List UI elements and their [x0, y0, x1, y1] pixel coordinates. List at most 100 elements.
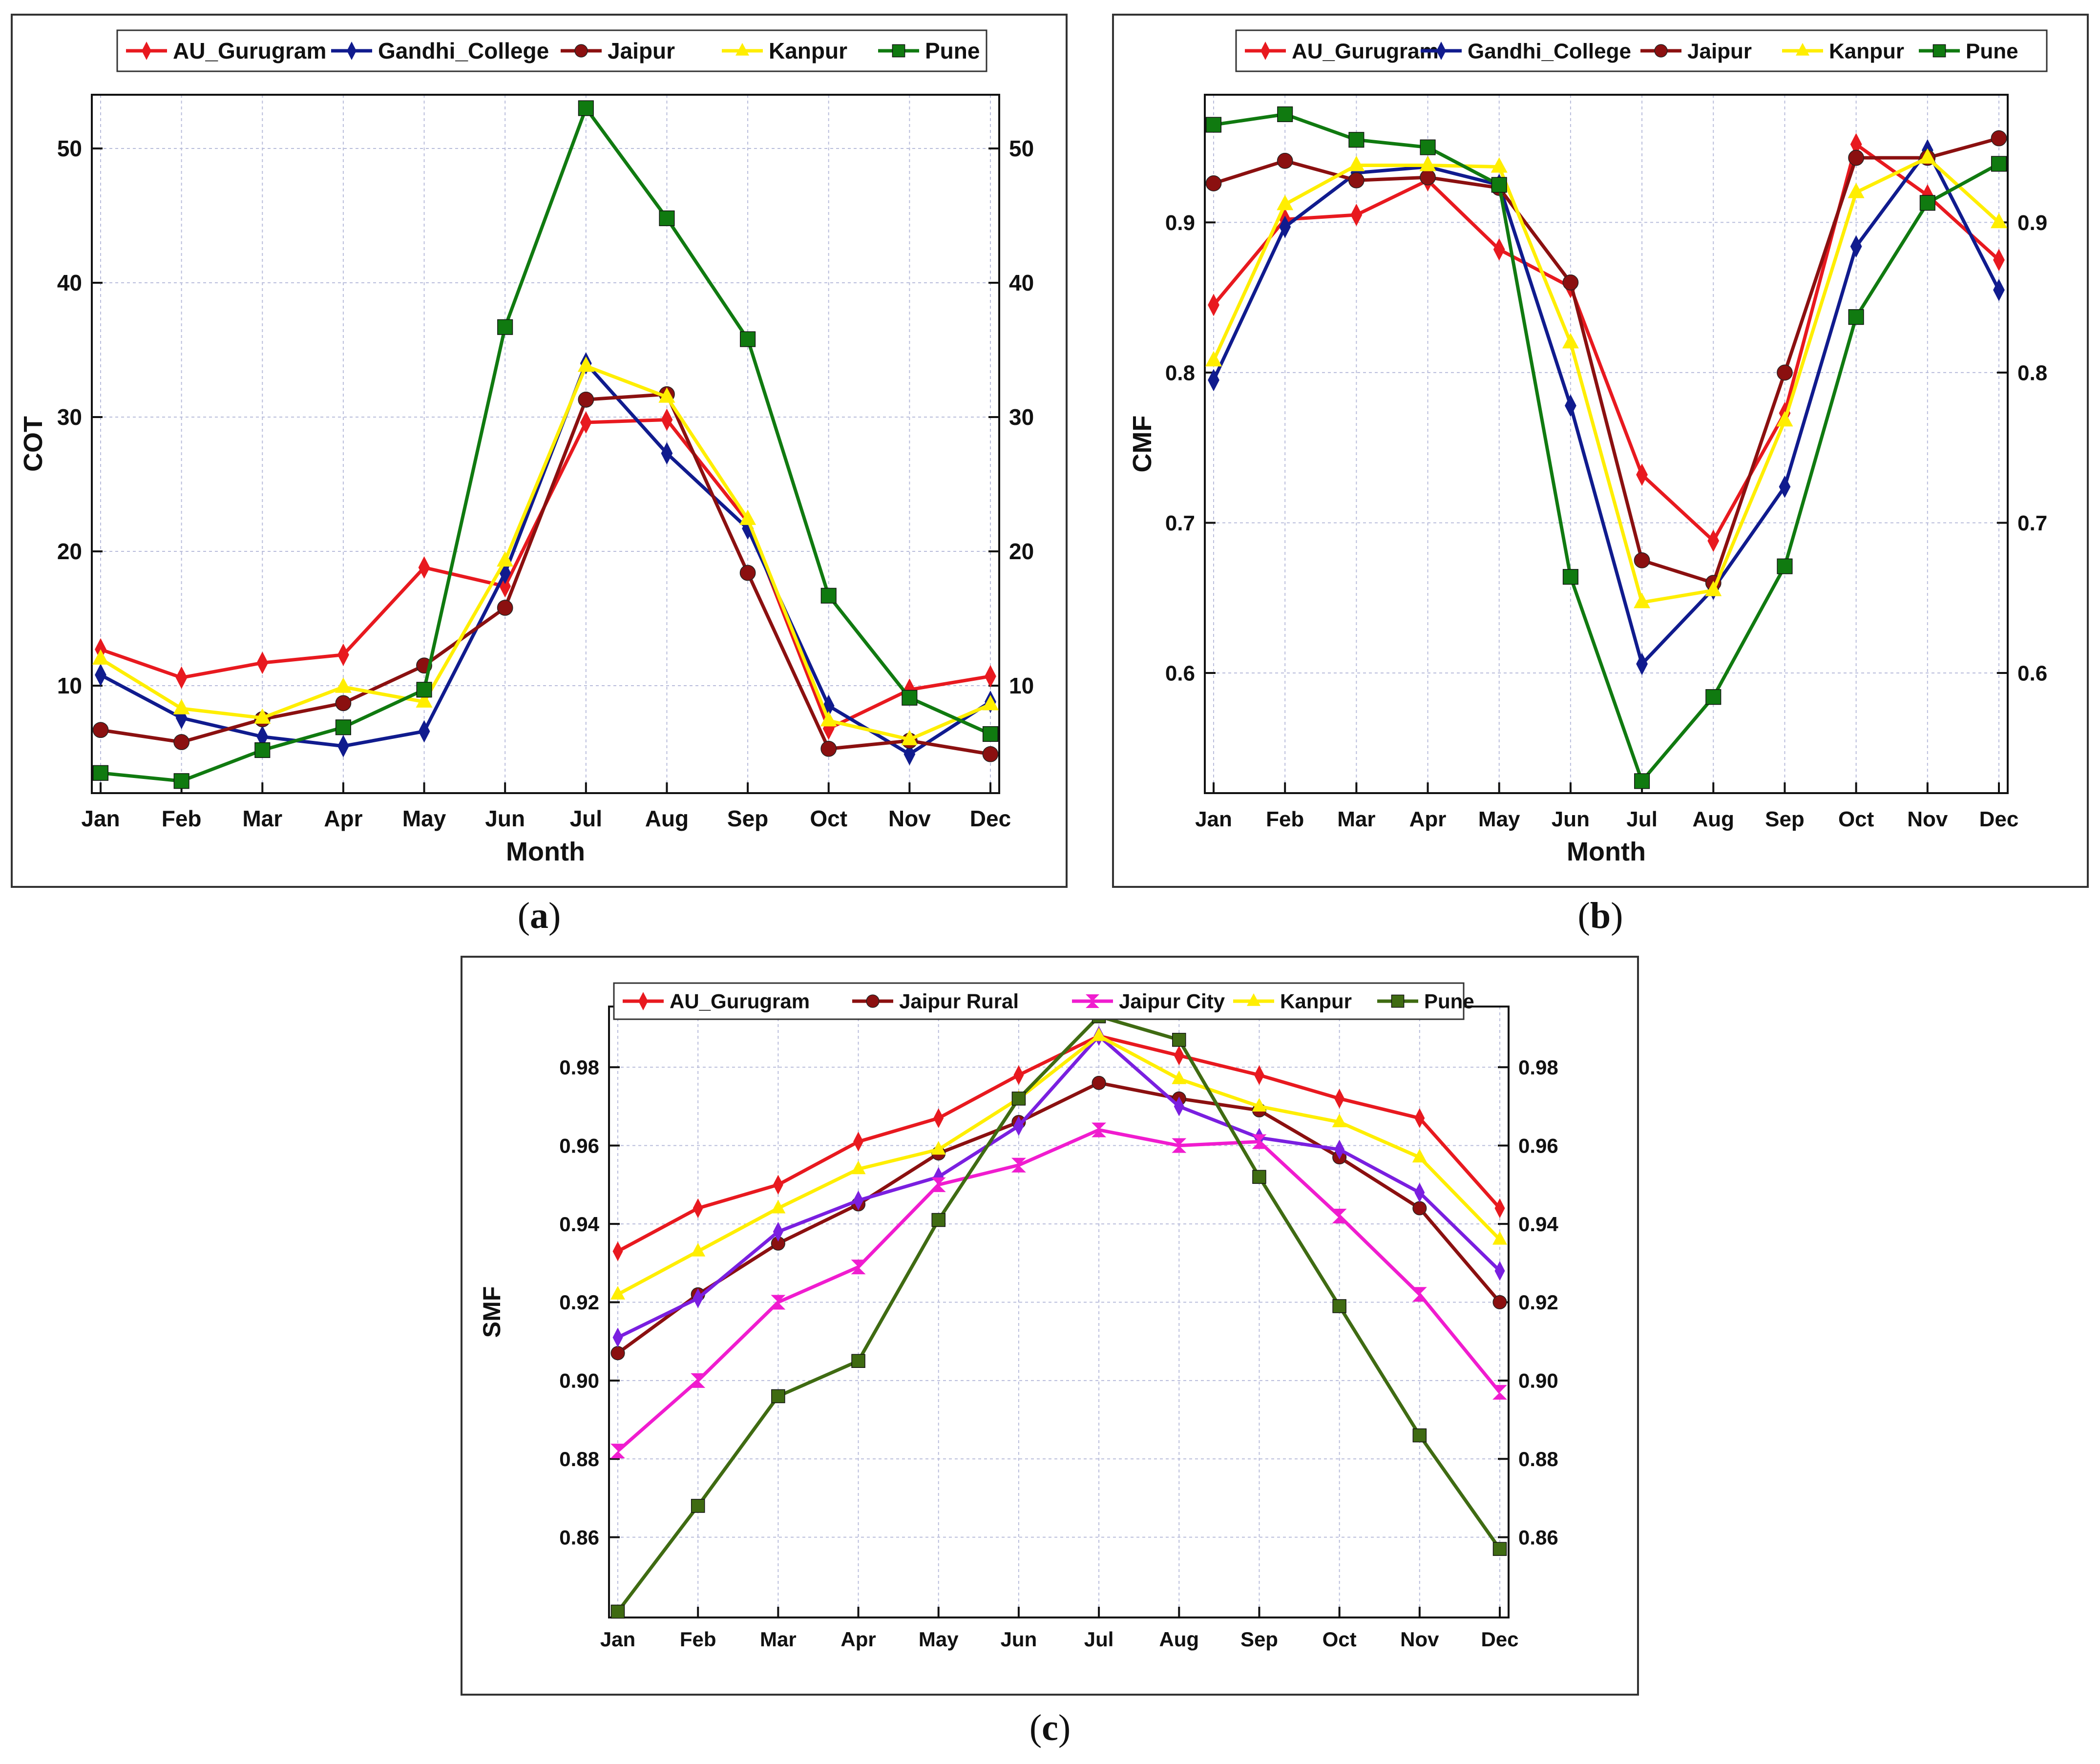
- caption-b: (b): [1577, 895, 1623, 936]
- y-tick-label-left: 0.96: [559, 1134, 599, 1157]
- chart-panel-b: 0.6 0.6 0.7 0.7 0.8 0.8 0.9 0.9 Jan Feb Mar Apr May J…: [1112, 14, 2089, 888]
- y-tick-label-left: 0.92: [559, 1291, 599, 1314]
- data-point: [1092, 1075, 1106, 1090]
- axis-ticks: 0.6 0.6 0.7 0.7 0.8 0.8 0.9 0.9 Jan Feb Mar Apr May J…: [1165, 211, 2047, 831]
- data-point: [773, 1221, 783, 1242]
- data-point: [693, 1288, 703, 1308]
- caption-a: (a): [517, 895, 561, 936]
- data-point: [92, 765, 109, 781]
- x-tick-label-mar: Mar: [1337, 807, 1375, 831]
- data-point: [95, 664, 106, 686]
- data-point: [254, 742, 271, 758]
- data-point: [1252, 1170, 1266, 1184]
- x-tick-label-jan: Jan: [81, 806, 120, 831]
- series-kanpur: [92, 356, 999, 745]
- data-point: [742, 517, 754, 540]
- series-pune: [92, 100, 999, 789]
- data-point: [1634, 552, 1650, 568]
- data-point: [1172, 1138, 1187, 1153]
- x-tick-label-aug: Aug: [1159, 1628, 1199, 1651]
- series-line: [617, 1034, 1501, 1296]
- data-point: [1777, 558, 1793, 574]
- data-point: [1348, 172, 1365, 189]
- legend-item-au-gurugram: AU_Gurugram: [126, 38, 326, 63]
- data-point: [1707, 529, 1720, 552]
- data-point: [335, 719, 351, 735]
- data-point: [985, 665, 996, 688]
- data-point: [1412, 1201, 1427, 1216]
- legend: AU_Gurugram Gandhi_College Jaipur Kanpur Pun…: [1235, 29, 2048, 72]
- data-point: [254, 708, 271, 724]
- legend-item-jaipur-rural: Jaipur Rural: [852, 990, 1019, 1013]
- legend-label: Gandhi_College: [378, 38, 549, 63]
- data-point: [691, 1499, 705, 1513]
- data-point: [1494, 1261, 1505, 1281]
- data-point: [1491, 157, 1508, 173]
- x-tick-label-nov: Nov: [1907, 807, 1948, 831]
- data-point: [1850, 235, 1862, 258]
- legend-item-kanpur: Kanpur: [722, 38, 847, 63]
- series-jaipur: [92, 386, 999, 762]
- data-point: [578, 391, 594, 408]
- data-point: [1092, 1027, 1107, 1041]
- data-point: [820, 588, 837, 604]
- x-tick-label-may: May: [919, 1628, 959, 1651]
- series-gandhi-college: [95, 352, 996, 766]
- y-tick-label-left: 0.98: [559, 1056, 599, 1079]
- data-point: [1252, 1098, 1267, 1112]
- legend: AU_Gurugram Jaipur Rural Jaipur City Kanpur…: [613, 982, 1474, 1020]
- data-point: [335, 677, 352, 693]
- y-tick-label-right: 30: [1009, 404, 1034, 430]
- legend-label: Jaipur: [1687, 39, 1752, 63]
- legend-marker: [1247, 993, 1260, 1006]
- data-point: [1634, 592, 1651, 609]
- data-point: [1334, 1089, 1345, 1109]
- data-point: [1777, 364, 1793, 381]
- series-line: [1212, 156, 2000, 604]
- y-tick-label-right: 10: [1009, 673, 1034, 698]
- data-point: [1011, 1157, 1026, 1173]
- data-point: [901, 730, 918, 745]
- series-line: [100, 364, 991, 741]
- data-point: [1705, 689, 1722, 705]
- data-point: [1848, 183, 1865, 198]
- data-point: [1332, 1299, 1346, 1313]
- x-tick-label-nov: Nov: [1400, 1628, 1439, 1651]
- data-point: [739, 509, 756, 525]
- data-point: [931, 1141, 946, 1155]
- y-tick-label-left: 0.7: [1165, 511, 1195, 535]
- data-point: [337, 643, 349, 666]
- data-point: [1562, 569, 1578, 585]
- data-point: [740, 331, 756, 347]
- y-tick-label-right: 0.92: [1518, 1291, 1558, 1314]
- x-tick-label-dec: Dec: [970, 806, 1011, 831]
- legend-item-pune: Pune: [1377, 990, 1474, 1013]
- data-point: [580, 411, 592, 434]
- x-tick-label-jan: Jan: [600, 1628, 635, 1651]
- series-unlabeled-2: [612, 1026, 1505, 1347]
- chart-panel-a: 10 10 20 20 30 30 40 40 50 50 Jan Feb Mar Apr May Jun Ju…: [11, 14, 1068, 888]
- data-point: [982, 694, 999, 711]
- data-point: [1348, 155, 1365, 171]
- legend-label: Pune: [1966, 39, 2018, 63]
- data-point: [1919, 195, 1935, 211]
- series-line: [100, 361, 991, 756]
- series-line: [1212, 148, 2001, 666]
- x-tick-label-may: May: [402, 806, 446, 831]
- y-axis-title: CMF: [1128, 416, 1157, 473]
- data-point: [1174, 1045, 1184, 1066]
- x-tick-label-jun: Jun: [1552, 807, 1590, 831]
- y-tick-label-left: 0.9: [1165, 211, 1195, 235]
- legend-label: AU_Gurugram: [670, 990, 810, 1013]
- legend-label: Kanpur: [1829, 39, 1904, 63]
- data-point: [612, 1241, 623, 1261]
- data-point: [1277, 106, 1293, 123]
- y-tick-label-left: 10: [57, 673, 82, 698]
- legend-item-jaipur: Jaipur: [1640, 39, 1752, 63]
- x-tick-label-oct: Oct: [1323, 1628, 1357, 1651]
- y-axis-title: SMF: [478, 1286, 505, 1338]
- data-point: [416, 682, 432, 698]
- series-line: [617, 1034, 1501, 1339]
- y-tick-label-right: 0.8: [2017, 361, 2047, 385]
- x-tick-label-oct: Oct: [810, 806, 847, 831]
